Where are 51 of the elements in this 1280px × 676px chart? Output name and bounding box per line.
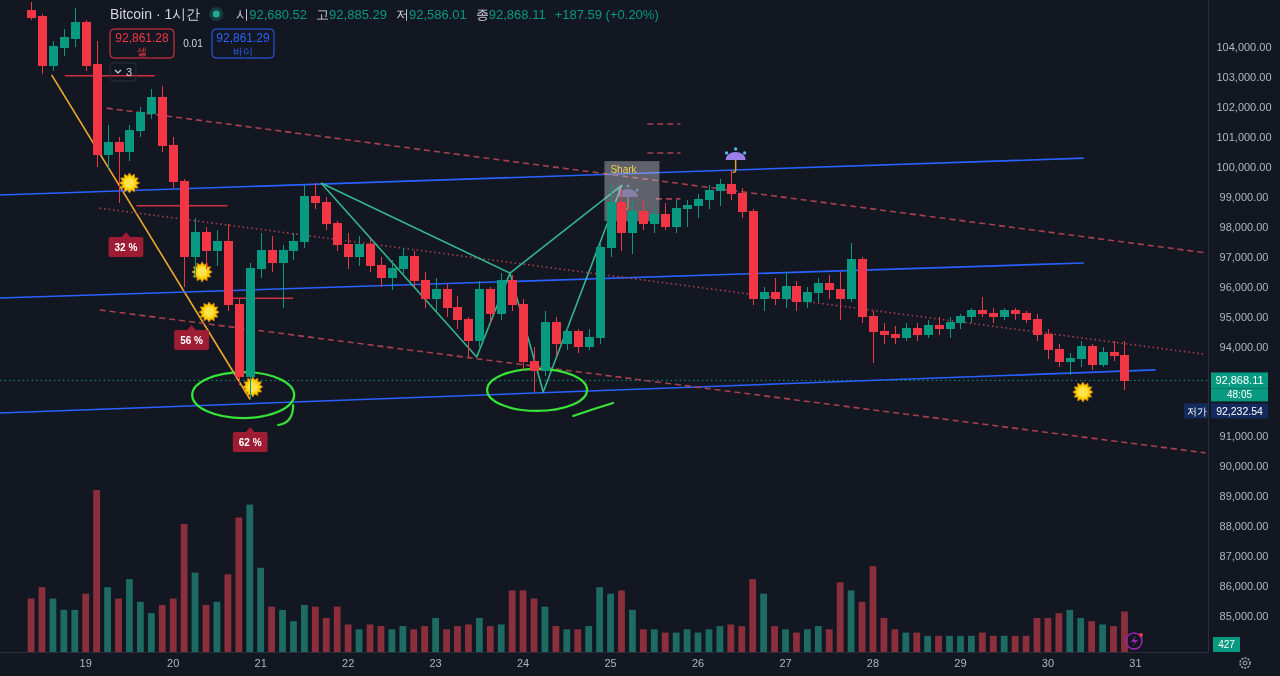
- spread: 0.01: [183, 38, 203, 49]
- xtick-label: 25: [604, 657, 617, 669]
- order-side: 바이: [233, 46, 253, 57]
- ytick-label: 103,000.00: [1216, 70, 1272, 83]
- ytick-label: 98,000.00: [1219, 220, 1269, 233]
- ytick-label: 102,000.00: [1216, 100, 1272, 113]
- xtick-label: 31: [1129, 657, 1142, 669]
- title: Bitcoin · 1시간: [110, 6, 201, 22]
- ytick-label: 90,000.00: [1219, 460, 1269, 473]
- xtick-label: 28: [866, 657, 880, 669]
- ohlc-value: 저92,586.01: [395, 7, 467, 22]
- note-label: 62 %: [238, 437, 262, 449]
- ytick-label: 99,000.00: [1219, 190, 1269, 203]
- countdown: 48:05: [1227, 389, 1252, 401]
- price-tag-label: 92,868.11: [1215, 374, 1264, 387]
- ytick-label: 95,000.00: [1219, 310, 1269, 323]
- xtick-label: 27: [779, 657, 792, 669]
- xtick-label: 26: [691, 657, 705, 669]
- xtick-label: 30: [1041, 657, 1055, 669]
- ohlc-value: 고92,885.29: [316, 7, 387, 22]
- order-side: 셀: [137, 46, 147, 57]
- low-tag-title: 저가: [1186, 405, 1207, 417]
- ytick-label: 97,000.00: [1219, 250, 1269, 263]
- low-tag-value: 92,232.54: [1216, 404, 1263, 417]
- xtick-label: 23: [429, 657, 442, 669]
- ytick-label: 100,000.00: [1216, 160, 1272, 173]
- collapse-count: 3: [125, 66, 133, 78]
- pattern-label: Shark: [610, 164, 637, 176]
- xtick-label: 29: [954, 657, 967, 669]
- xtick-label: 22: [342, 657, 355, 669]
- ytick-label: 86,000.00: [1219, 580, 1269, 593]
- ytick-label: 101,000.00: [1216, 130, 1272, 143]
- ytick-label: 85,000.00: [1219, 610, 1269, 623]
- xtick-label: 24: [516, 657, 530, 669]
- order-price: 92,861.28: [115, 31, 169, 45]
- ytick-label: 91,000.00: [1219, 430, 1269, 443]
- ytick-label: 94,000.00: [1219, 340, 1269, 353]
- ohlc-value: 종92,868.11: [475, 7, 546, 22]
- order-price: 92,861.29: [216, 31, 270, 45]
- note-label: 32 %: [114, 242, 138, 254]
- ohlc-change: +187.59 (+0.20%): [554, 7, 659, 22]
- ytick-label: 88,000.00: [1219, 520, 1269, 533]
- ohlc-value: 시92,680.52: [236, 7, 308, 22]
- xtick-label: 20: [167, 657, 180, 669]
- xtick-label: 19: [79, 657, 92, 669]
- ytick-label: 96,000.00: [1219, 280, 1269, 293]
- note-label: 56 %: [180, 334, 203, 346]
- ytick-label: 87,000.00: [1219, 550, 1269, 563]
- ytick-label: 104,000.00: [1216, 41, 1272, 53]
- ytick-label: 89,000.00: [1219, 490, 1269, 503]
- xtick-label: 21: [254, 657, 267, 669]
